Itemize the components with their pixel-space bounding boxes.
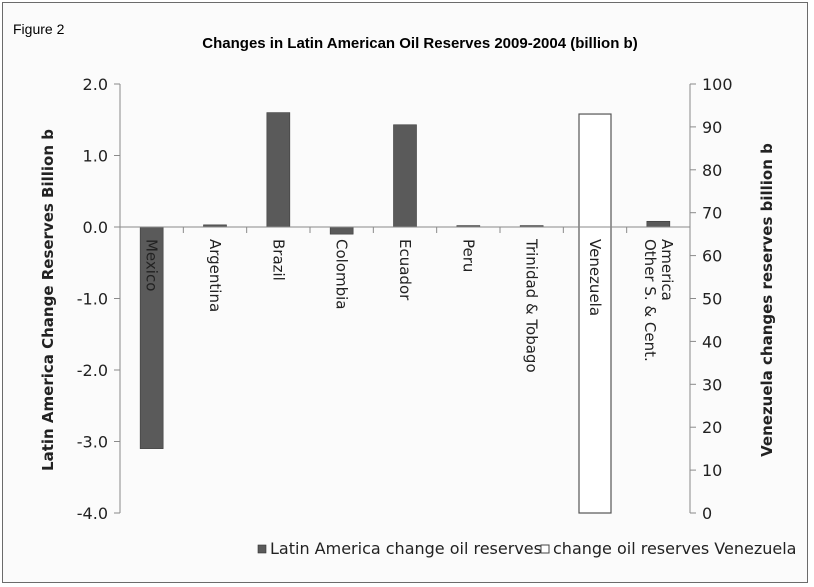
y-tick-right-label: 10: [702, 461, 722, 480]
bar-venezuela-right-axis: [578, 113, 612, 514]
y-tick-right-label: 0: [702, 504, 712, 523]
y-tick-left-label: 2.0: [83, 75, 108, 94]
y-tick-left-label: -2.0: [77, 361, 108, 380]
y-tick-left-label: 1.0: [83, 147, 108, 166]
y-tick-right-label: 90: [702, 118, 722, 137]
x-category-label: Peru: [459, 239, 477, 272]
legend-label-latin-america: Latin America change oil reserves: [270, 539, 542, 558]
figure-label: Figure 2: [13, 21, 65, 37]
x-category-label: Trinidad & Tobago: [523, 238, 541, 373]
x-category-label: Colombia: [333, 239, 351, 310]
bar-ecuador: [393, 124, 417, 228]
legend-label-venezuela: change oil reserves Venezuela: [553, 539, 796, 558]
x-category-label: Ecuador: [396, 239, 414, 301]
plot-area: 2.01.00.0-1.0-2.0-3.0-4.0100908070605040…: [77, 75, 733, 523]
legend-swatch-venezuela: [540, 544, 550, 554]
y-tick-left-label: -1.0: [77, 290, 108, 309]
legend-swatch-latin-america: [257, 544, 267, 554]
y-tick-right-label: 70: [702, 204, 722, 223]
chart-title: Changes in Latin American Oil Reserves 2…: [202, 35, 637, 52]
bar-brazil: [266, 112, 291, 228]
x-category-label: Other S. & Cent.: [641, 239, 659, 362]
y-axis-title-right: Venezuela changes reserves billion b: [758, 143, 776, 457]
y-tick-right-label: 60: [702, 247, 722, 266]
y-tick-right-label: 40: [702, 332, 722, 351]
y-tick-left-label: -3.0: [77, 433, 108, 452]
y-axis-title-left: Latin America Change Reserves Billion b: [39, 129, 57, 471]
y-tick-right-label: 100: [702, 75, 733, 94]
x-category-label: America: [658, 239, 676, 301]
x-category-label: Argentina: [206, 239, 224, 312]
y-tick-right-label: 30: [702, 375, 722, 394]
bar-colombia: [329, 226, 354, 235]
bar-other-s-cent-america: [646, 220, 671, 228]
x-category-label: Venezuela: [586, 239, 604, 316]
y-tick-left-label: -4.0: [77, 504, 108, 523]
y-tick-right-label: 20: [702, 418, 722, 437]
legend: Latin America change oil reserves change …: [257, 539, 796, 558]
x-category-label: Brazil: [269, 239, 287, 281]
x-category-label: Mexico: [143, 239, 161, 291]
y-tick-right-label: 50: [702, 290, 722, 309]
y-tick-right-label: 80: [702, 161, 722, 180]
y-tick-left-label: 0.0: [83, 218, 108, 237]
